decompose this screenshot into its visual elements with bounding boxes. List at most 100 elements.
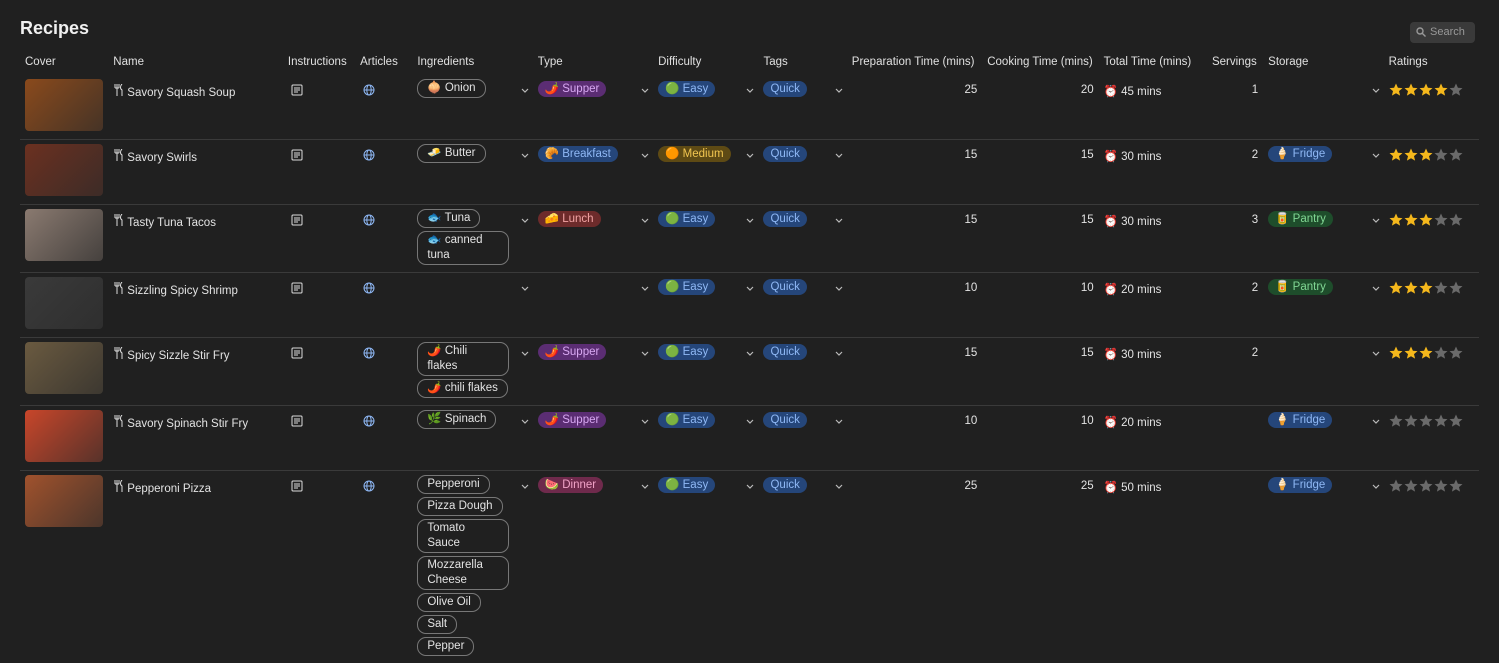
difficulty-cell: 🟢 Easy [653,338,758,406]
cover-image [25,410,103,462]
storage-cell: 🍦 Fridge [1263,406,1383,471]
prep-time: 10 [964,415,977,427]
dropdown-chevron [521,286,529,292]
star [1419,281,1433,294]
total-time: ⏰ 20 mins [1104,417,1162,429]
ingredient-pill: Pepper [417,637,474,656]
dropdown-chevron [1372,351,1380,357]
prep-cell: 25 [847,75,982,140]
instructions-cell [283,205,355,273]
tags-cell: Quick [758,471,846,663]
articles-cell [355,205,412,273]
star [1449,148,1463,161]
cover-cell [20,205,108,273]
ingredient-pill: 🌶️ Chili flakes [417,342,509,376]
name-cell: Savory Squash Soup [108,75,283,140]
dropdown-chevron [835,153,843,159]
tag-chip: Quick [763,344,806,360]
tag-chip: Quick [763,81,806,97]
globe-icon [363,347,375,359]
storage-cell [1263,338,1383,406]
total-time: ⏰ 45 mins [1104,86,1162,98]
star [1449,346,1463,359]
star [1419,479,1433,492]
type-cell [533,273,653,338]
difficulty-chip: 🟢 Easy [658,279,715,295]
name-cell: Pepperoni Pizza [108,471,283,663]
star [1404,148,1418,161]
ingredients-cell: 🐟 Tuna🐟 canned tuna [412,205,532,273]
instructions-cell [283,75,355,140]
star [1434,281,1448,294]
column-header: Total Time (mins) [1099,51,1207,75]
cover-cell [20,140,108,205]
storage-cell [1263,75,1383,140]
servings: 3 [1252,214,1258,226]
fork-icon [113,480,124,492]
ratings-cell [1384,140,1479,205]
total-time: ⏰ 30 mins [1104,151,1162,163]
type-cell: 🌶️ Supper [533,75,653,140]
globe-icon [363,214,375,226]
name-cell: Sizzling Spicy Shrimp [108,273,283,338]
star [1404,346,1418,359]
prep-time: 10 [964,282,977,294]
difficulty-cell: 🟢 Easy [653,406,758,471]
star [1449,83,1463,96]
rating-stars [1389,479,1464,495]
column-header: Tags [758,51,846,75]
recipe-row: Savory Spinach Stir Fry🌿 Spinach🌶️ Suppe… [20,406,1479,471]
total-cell: ⏰ 50 mins [1099,471,1207,663]
ingredient-pill: 🐟 canned tuna [417,231,509,265]
ingredient-pill: Pepperoni [417,475,489,494]
cook-cell: 15 [982,140,1098,205]
prep-time: 15 [964,149,977,161]
fork-icon [113,415,124,427]
difficulty-cell: 🟢 Easy [653,205,758,273]
type-chip: 🌶️ Supper [538,81,607,97]
cook-cell: 10 [982,406,1098,471]
storage-chip: 🍦 Fridge [1268,477,1332,493]
name-cell: Tasty Tuna Tacos [108,205,283,273]
globe-icon [363,480,375,492]
document-icon [291,480,303,492]
ratings-cell [1384,471,1479,663]
globe-icon [363,84,375,96]
instructions-cell [283,406,355,471]
prep-cell: 15 [847,205,982,273]
storage-chip: 🍦 Fridge [1268,146,1332,162]
column-header: Storage [1263,51,1383,75]
tags-cell: Quick [758,75,846,140]
recipe-row: Savory Squash Soup🧅 Onion🌶️ Supper🟢 Easy… [20,75,1479,140]
star [1404,414,1418,427]
total-time: ⏰ 20 mins [1104,284,1162,296]
fork-icon [113,84,124,96]
column-header: Cover [20,51,108,75]
type-chip: 🥐 Breakfast [538,146,618,162]
prep-cell: 15 [847,140,982,205]
ingredients-cell: 🧈 Butter [412,140,532,205]
ingredient-pill: 🧅 Onion [417,79,485,98]
fork-icon [113,214,124,226]
search-box[interactable]: Search [1410,22,1475,43]
cook-cell: 15 [982,338,1098,406]
fork-icon [113,149,124,161]
instructions-cell [283,338,355,406]
servings: 2 [1252,282,1258,294]
dropdown-chevron [835,286,843,292]
articles-cell [355,338,412,406]
dropdown-chevron [1372,88,1380,94]
total-cell: ⏰ 30 mins [1099,140,1207,205]
cook-time: 25 [1081,480,1094,492]
articles-cell [355,406,412,471]
rating-stars [1389,281,1464,297]
prep-time: 25 [964,84,977,96]
servings-cell: 1 [1207,75,1263,140]
dropdown-chevron [521,218,529,224]
name-cell: Spicy Sizzle Stir Fry [108,338,283,406]
tag-chip: Quick [763,279,806,295]
